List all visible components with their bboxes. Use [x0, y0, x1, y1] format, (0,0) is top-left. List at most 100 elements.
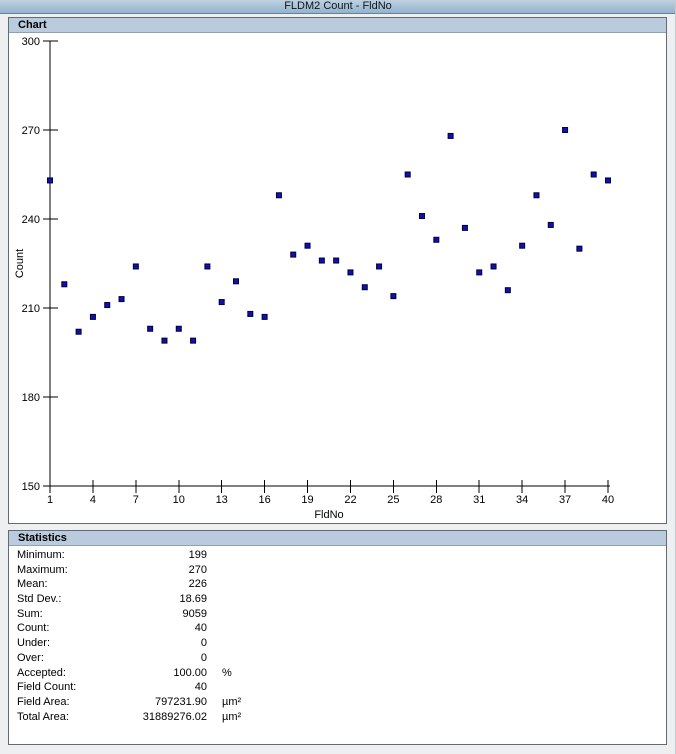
- stat-label: Mean:: [17, 578, 48, 591]
- stat-value: 100.00: [173, 666, 207, 679]
- stat-unit: µm²: [222, 695, 242, 708]
- data-point[interactable]: [376, 263, 383, 270]
- data-point[interactable]: [104, 302, 111, 309]
- data-point[interactable]: [89, 313, 96, 320]
- data-point[interactable]: [261, 313, 268, 320]
- data-point[interactable]: [290, 251, 297, 258]
- data-point[interactable]: [519, 242, 526, 249]
- stat-row: Count: 40: [9, 621, 666, 636]
- data-point[interactable]: [233, 278, 239, 285]
- stat-label: Maximum:: [17, 563, 68, 576]
- chart-text: 28: [430, 494, 442, 506]
- stat-label: Accepted:: [17, 666, 66, 679]
- data-point[interactable]: [476, 269, 483, 276]
- data-point[interactable]: [361, 284, 368, 291]
- chart-text: 240: [22, 214, 40, 226]
- data-point[interactable]: [333, 257, 340, 264]
- data-point[interactable]: [590, 171, 597, 178]
- stat-label: Field Area:: [17, 695, 70, 708]
- chart-panel-title: Chart: [18, 19, 47, 31]
- chart-text: 1: [47, 494, 53, 506]
- chart-canvas[interactable]: 150 180 210 240 270 300 1 4 7 10 13 16 19 22 25 28 31 34 3…: [9, 33, 666, 523]
- stat-unit: %: [222, 666, 232, 679]
- stat-row: Std Dev.: 18.69: [9, 592, 666, 607]
- data-point[interactable]: [547, 221, 554, 228]
- data-point[interactable]: [318, 257, 325, 264]
- chart-text: 180: [22, 392, 40, 404]
- data-point[interactable]: [447, 132, 454, 139]
- stat-unit: [207, 592, 267, 607]
- data-point[interactable]: [576, 245, 583, 252]
- data-point[interactable]: [404, 171, 411, 178]
- stat-row: Field Area: 797231.90 µm²: [9, 695, 666, 710]
- data-point[interactable]: [504, 287, 511, 294]
- stat-value: 199: [188, 549, 207, 561]
- stat-label: Std Dev.:: [17, 593, 62, 606]
- data-point[interactable]: [132, 263, 139, 270]
- data-point[interactable]: [118, 296, 125, 303]
- stat-row: Minimum: 199: [9, 548, 666, 563]
- chart-text: 300: [22, 36, 40, 48]
- stat-row: Accepted: 100.00 %: [9, 666, 666, 681]
- stat-label: Under:: [17, 637, 51, 650]
- stat-value: 40: [194, 681, 207, 694]
- chart-text: 37: [559, 494, 571, 506]
- chart-text: 13: [216, 494, 228, 506]
- data-point[interactable]: [175, 325, 182, 332]
- data-point[interactable]: [204, 263, 211, 270]
- data-point[interactable]: [190, 337, 197, 344]
- data-point[interactable]: [304, 242, 311, 249]
- stat-label: Count:: [17, 622, 50, 635]
- data-point[interactable]: [247, 310, 254, 317]
- stat-value: 270: [188, 563, 207, 576]
- stat-label: Over:: [17, 651, 44, 664]
- window-title: FLDM2 Count - FldNo: [284, 0, 392, 12]
- stat-unit: [207, 577, 267, 592]
- stat-value: 0: [200, 637, 207, 650]
- statistics-panel-title: Statistics: [18, 532, 67, 544]
- data-point[interactable]: [275, 192, 282, 199]
- data-point[interactable]: [390, 293, 397, 300]
- chart-text: 4: [90, 494, 96, 506]
- chart-plot-area[interactable]: 150 180 210 240 270 300 1 4 7 10 13 16 19 22 25 28 31 34 3…: [9, 33, 666, 523]
- data-point[interactable]: [75, 328, 82, 335]
- data-point[interactable]: [147, 325, 154, 332]
- data-point[interactable]: [605, 177, 611, 184]
- stat-unit: [207, 548, 267, 563]
- data-point[interactable]: [161, 337, 168, 344]
- stat-row: Total Area: 31889276.02 µm²: [9, 710, 666, 725]
- data-point[interactable]: [347, 269, 354, 276]
- stat-value: 0: [200, 651, 207, 664]
- stat-unit: µm²: [222, 710, 242, 723]
- data-point[interactable]: [490, 263, 497, 270]
- data-point[interactable]: [419, 213, 425, 220]
- stat-row: Field Count: 40: [9, 680, 666, 695]
- data-point[interactable]: [533, 192, 540, 199]
- chart-text: FldNo: [314, 509, 343, 521]
- stat-value: 9059: [182, 607, 207, 620]
- stat-label: Minimum:: [17, 549, 65, 561]
- stat-row: Maximum: 270: [9, 563, 666, 578]
- chart-text: 40: [602, 494, 614, 506]
- stat-unit: [207, 563, 267, 578]
- stat-value: 226: [188, 578, 207, 591]
- stat-row: Sum: 9059: [9, 607, 666, 622]
- stat-unit: [207, 651, 267, 666]
- data-point[interactable]: [47, 177, 53, 184]
- data-point[interactable]: [218, 299, 225, 306]
- data-point[interactable]: [433, 236, 440, 243]
- stat-label: Total Area:: [17, 710, 69, 723]
- data-point[interactable]: [461, 224, 468, 231]
- stat-value: 18.69: [179, 593, 207, 606]
- data-point[interactable]: [562, 127, 569, 133]
- chart-text: 7: [133, 494, 139, 506]
- chart-text: 210: [22, 303, 40, 315]
- window-titlebar[interactable]: FLDM2 Count - FldNo: [0, 0, 675, 14]
- chart-text: 31: [473, 494, 485, 506]
- chart-panel-header[interactable]: Chart: [9, 18, 666, 33]
- statistics-panel-header[interactable]: Statistics: [9, 531, 666, 546]
- chart-text: Count: [14, 249, 26, 278]
- stat-unit: [207, 621, 267, 636]
- data-point[interactable]: [61, 281, 68, 288]
